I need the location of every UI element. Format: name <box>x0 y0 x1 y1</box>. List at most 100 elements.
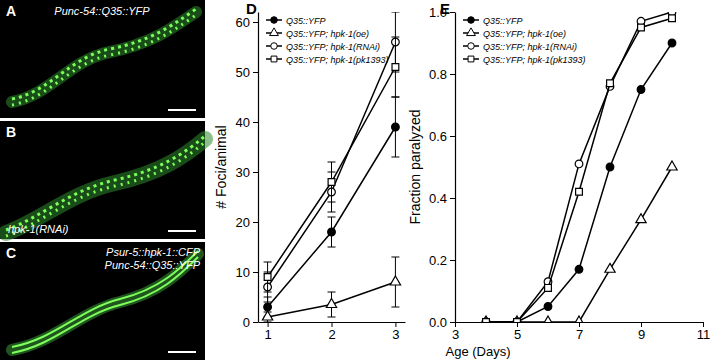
y-tick-mark <box>450 322 455 323</box>
x-tick: 3 <box>392 322 399 342</box>
data-point <box>514 319 521 322</box>
y-tick-mark <box>253 122 258 123</box>
image-background <box>0 0 205 118</box>
legend-item: Q35::YFP <box>266 16 326 26</box>
data-point <box>574 316 584 322</box>
legend-item: Q35::YFP; hpk-1(pk1393) <box>463 55 586 65</box>
y-tick-mark <box>450 74 455 75</box>
panel-label: E <box>440 0 450 17</box>
scale-bar <box>168 230 196 232</box>
y-tick: 50 <box>236 65 258 80</box>
data-point <box>606 163 614 171</box>
y-tick: 0 <box>243 315 258 330</box>
series <box>264 12 400 302</box>
chart: 3579110.00.20.40.60.81.0EFraction paraly… <box>407 0 710 342</box>
panel-label: B <box>6 124 16 140</box>
legend-marker <box>468 43 475 50</box>
y-tick-mark <box>450 136 455 137</box>
y-tick-mark <box>450 198 455 199</box>
data-point <box>668 39 676 47</box>
data-point <box>576 188 583 195</box>
data-point <box>481 316 491 322</box>
image-background <box>0 121 205 239</box>
y-tick: 20 <box>236 215 258 230</box>
legend: Q35::YFPQ35::YFP; hpk-1(oe)Q35::YFP; hpk… <box>463 16 586 65</box>
legend-label: Q35::YFP <box>483 16 523 26</box>
data-point <box>638 24 645 31</box>
error-bar <box>328 217 336 247</box>
y-tick: 0.0 <box>429 315 455 330</box>
x-tick: 2 <box>328 322 335 342</box>
data-point <box>390 276 400 285</box>
x-axis: 357911 <box>452 322 710 342</box>
image-caption: Psur-5::hpk-1::CFP <box>106 246 201 258</box>
data-point <box>637 86 645 94</box>
y-axis: 0102030405060 <box>236 13 259 330</box>
worm-foci <box>12 257 198 353</box>
legend-marker <box>270 28 279 36</box>
data-point <box>605 263 615 272</box>
y-tick-mark <box>450 260 455 261</box>
x-tick-label: 3 <box>452 327 459 342</box>
data-point <box>392 64 399 71</box>
y-tick-mark <box>253 72 258 73</box>
data-point <box>513 318 521 322</box>
series <box>264 37 400 292</box>
data-point <box>482 318 490 322</box>
y-tick: 40 <box>236 115 258 130</box>
y-tick-mark <box>253 22 258 23</box>
y-tick: 0.8 <box>429 67 455 82</box>
data-point <box>392 123 400 131</box>
legend-marker <box>468 17 475 24</box>
legend-marker <box>271 17 278 24</box>
y-tick-mark <box>253 222 258 223</box>
legend-label: Q35::YFP <box>286 16 326 26</box>
y-tick-label: 50 <box>236 65 250 80</box>
data-point <box>636 214 646 223</box>
legend-item: Q35::YFP; hpk-1(oe) <box>463 28 566 39</box>
y-tick: 30 <box>236 165 258 180</box>
panel-label: A <box>6 3 16 19</box>
legend-label: Q35::YFP; hpk-1(oe) <box>286 29 369 39</box>
data-point <box>669 15 676 22</box>
series-line <box>268 42 396 287</box>
legend-label: Q35::YFP; hpk-1(oe) <box>483 29 566 39</box>
y-tick: 0.6 <box>429 129 455 144</box>
data-point <box>575 160 583 168</box>
series <box>264 97 400 317</box>
x-tick-label: 5 <box>514 327 521 342</box>
x-axis-title: Age (Days) <box>445 344 510 359</box>
legend: Q35::YFPQ35::YFP; hpk-1(oe)Q35::YFP; hpk… <box>266 16 389 65</box>
data-point <box>513 318 521 322</box>
x-tick-label: 1 <box>264 327 271 342</box>
x-tick: 11 <box>697 322 711 342</box>
y-axis-title: Fraction paralyzed <box>407 109 423 224</box>
image-panel: A Punc-54::Q35::YFP <box>0 0 205 118</box>
image-caption: Punc-54::Q35::YFP <box>54 5 150 17</box>
y-tick-mark <box>450 12 455 13</box>
y-tick-label: 40 <box>236 115 250 130</box>
figure: APunc-54::Q35::YFPBhpk-1(RNAi)CPsur-5::h… <box>0 0 715 360</box>
data-point <box>482 318 490 322</box>
scale-bar <box>168 351 196 353</box>
y-axis: 0.00.20.40.60.81.0 <box>429 5 456 330</box>
panel-label: D <box>246 0 257 17</box>
x-tick-label: 2 <box>328 327 335 342</box>
worm-foci <box>12 15 196 105</box>
worm-foci <box>12 9 196 99</box>
legend-item: Q35::YFP <box>463 16 523 26</box>
legend-marker <box>271 43 278 50</box>
image-caption: hpk-1(RNAi) <box>8 223 69 235</box>
worm-foci <box>6 142 205 236</box>
series <box>481 161 677 322</box>
y-axis-title: # Foci/animal <box>213 125 229 208</box>
chart: 1230102030405060D# Foci/animalQ35::YFPQ3… <box>213 0 406 342</box>
data-point <box>667 161 677 170</box>
data-point <box>607 80 614 87</box>
data-point <box>544 303 552 311</box>
series-line <box>268 127 396 307</box>
y-tick-label: 30 <box>236 165 250 180</box>
data-point <box>328 228 336 236</box>
series <box>483 15 676 322</box>
legend-item: Q35::YFP; hpk-1(RNAi) <box>266 42 380 52</box>
